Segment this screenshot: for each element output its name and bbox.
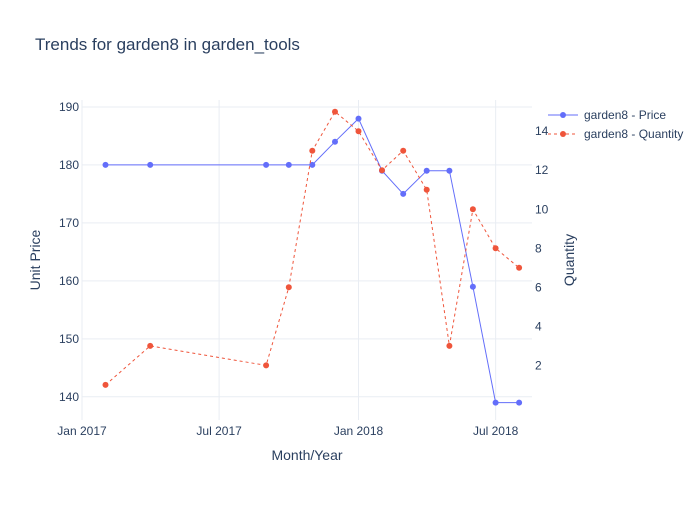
data-point[interactable]: [332, 108, 338, 115]
legend-item-2[interactable]: garden8 - Quantity: [548, 127, 683, 141]
legend-label: garden8 - Price: [584, 108, 666, 122]
data-point[interactable]: [309, 161, 316, 168]
y-axis-label: Unit Price: [27, 229, 43, 290]
data-point[interactable]: [332, 138, 338, 145]
legend[interactable]: garden8 - Price garden8 - Quantity: [548, 108, 683, 141]
data-point[interactable]: [492, 245, 499, 252]
data-point[interactable]: [355, 115, 362, 122]
x-tick-label: Jul 2018: [473, 424, 519, 438]
y-tick-label: 140: [59, 390, 79, 404]
y-tick-label: 160: [59, 274, 79, 288]
data-point[interactable]: [309, 147, 316, 154]
series-line-1: [105, 117, 520, 404]
y-tick-label: 150: [59, 332, 79, 346]
y2-tick-label: 8: [535, 241, 542, 255]
x-tick-label: Jul 2017: [196, 424, 242, 438]
x-tick-label: Jan 2017: [57, 424, 107, 438]
grid: [81, 100, 532, 420]
x-axis-label: Month/Year: [271, 447, 342, 463]
y2-tick-label: 10: [535, 202, 549, 216]
data-point[interactable]: [446, 167, 453, 174]
series-line-2: [105, 110, 520, 386]
y-tick-label: 180: [59, 158, 79, 172]
y2-tick-label: 14: [535, 124, 549, 138]
data-point[interactable]: [379, 167, 385, 174]
legend-item-1[interactable]: garden8 - Price: [548, 108, 666, 122]
y2-tick-label: 6: [535, 280, 542, 294]
data-point[interactable]: [492, 399, 499, 406]
data-point[interactable]: [263, 362, 270, 369]
chart-title: Trends for garden8 in garden_tools: [35, 35, 300, 54]
data-point[interactable]: [400, 190, 407, 197]
data-point[interactable]: [400, 147, 407, 154]
data-point[interactable]: [263, 161, 270, 168]
legend-marker: [560, 112, 566, 118]
data-point[interactable]: [469, 283, 476, 290]
y-tick-label: 190: [59, 100, 79, 114]
data-point[interactable]: [285, 284, 292, 291]
data-point[interactable]: [147, 161, 154, 168]
y2-tick-label: 4: [535, 319, 542, 333]
data-point[interactable]: [516, 264, 523, 271]
data-point[interactable]: [102, 381, 109, 388]
legend-label: garden8 - Quantity: [584, 127, 683, 141]
y2-axis-label: Quantity: [561, 234, 577, 286]
data-point[interactable]: [355, 128, 362, 135]
axes: 140 150 160 170 180 190 Jan 2017 Jul 2017 Jan 20…: [57, 100, 548, 438]
data-point[interactable]: [102, 161, 109, 168]
series-layer: [102, 108, 523, 406]
y2-tick-label: 12: [535, 163, 549, 177]
x-tick-label: Jan 2018: [334, 424, 384, 438]
data-point[interactable]: [423, 167, 430, 174]
data-point[interactable]: [469, 206, 476, 213]
y2-tick-label: 2: [535, 358, 542, 372]
data-point[interactable]: [516, 399, 523, 406]
data-point[interactable]: [147, 342, 154, 349]
data-point[interactable]: [446, 342, 453, 349]
data-point[interactable]: [285, 161, 292, 168]
legend-marker: [560, 131, 566, 137]
data-point[interactable]: [423, 186, 430, 193]
y-tick-label: 170: [59, 216, 79, 230]
